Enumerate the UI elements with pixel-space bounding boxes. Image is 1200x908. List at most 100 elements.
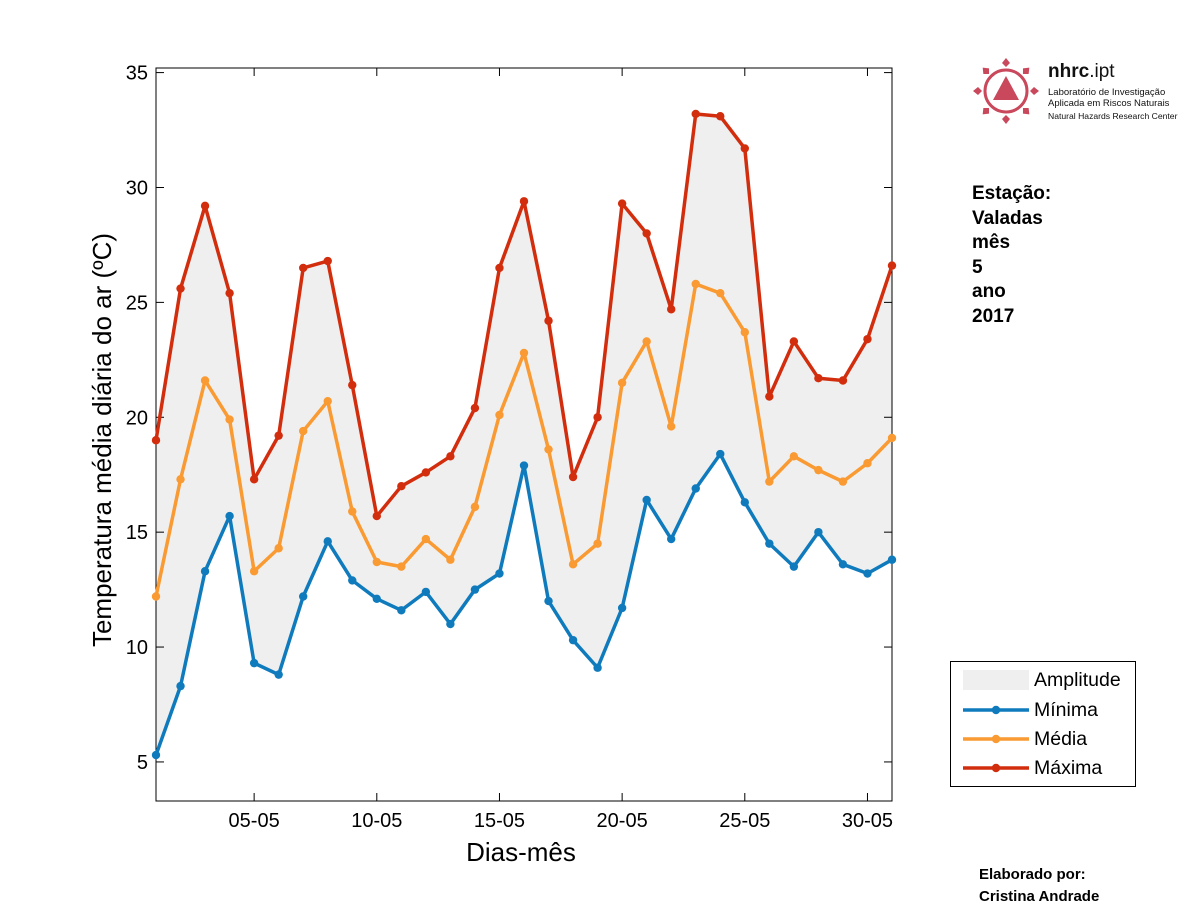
credit-line-1: Elaborado por: [979, 866, 1086, 883]
station-name: Valadas [972, 207, 1043, 229]
point-media [200, 376, 210, 385]
point-media [716, 288, 725, 298]
nhrc-logo: nhrc.ipt Laboratório de Investigação Apl… [973, 58, 1193, 128]
station-label: Estação: [972, 183, 1052, 204]
y-tick-label: 15 [126, 522, 148, 544]
point-media [814, 465, 823, 475]
point-minima [421, 587, 431, 597]
logo-ray [1002, 115, 1010, 124]
point-minima [397, 606, 406, 615]
logo-name: nhrc.ipt [1048, 61, 1115, 82]
year-label: ano [972, 281, 1006, 302]
point-minima [274, 670, 283, 679]
point-maxima [397, 482, 406, 491]
point-media [274, 544, 283, 553]
point-minima [593, 663, 602, 672]
point-maxima [176, 284, 185, 293]
point-minima [740, 498, 749, 507]
logo-ray [1030, 87, 1039, 95]
month-label: mês [972, 232, 1011, 253]
point-minima [642, 495, 651, 505]
point-maxima [765, 392, 774, 401]
legend-item-media: Média [951, 724, 1135, 753]
y-tick-label: 30 [126, 177, 148, 199]
point-minima [544, 596, 553, 606]
point-media [176, 475, 185, 484]
point-maxima [568, 472, 578, 482]
point-minima [519, 461, 529, 470]
point-maxima [446, 452, 455, 461]
x-axis-label: Dias-mês [466, 837, 576, 867]
point-maxima [642, 229, 651, 238]
point-maxima [667, 305, 676, 314]
point-minima [299, 592, 308, 601]
point-media [740, 328, 749, 337]
point-media [887, 433, 897, 443]
point-media [863, 459, 872, 468]
logo-line-1: Laboratório de Investigação [1048, 87, 1166, 98]
point-maxima [372, 511, 381, 521]
point-media [617, 378, 627, 387]
point-media [765, 477, 774, 486]
point-maxima [544, 316, 553, 325]
point-maxima [716, 112, 725, 121]
point-maxima [225, 288, 234, 298]
point-maxima [863, 334, 872, 344]
point-media [421, 534, 431, 544]
point-maxima [740, 144, 749, 153]
point-media [691, 279, 700, 289]
series-media [151, 279, 897, 601]
y-tick-label: 10 [126, 637, 148, 659]
point-media [667, 422, 676, 431]
point-minima [568, 635, 578, 645]
point-minima [249, 658, 259, 668]
amplitude-band [156, 113, 892, 756]
y-tick-label: 5 [137, 752, 148, 774]
point-minima [789, 562, 799, 571]
logo-ray [1002, 58, 1010, 67]
point-minima [667, 534, 676, 544]
point-media [495, 410, 504, 420]
logo-ray [1022, 107, 1030, 115]
point-maxima [249, 475, 259, 484]
point-minima [814, 527, 823, 537]
point-maxima [593, 413, 602, 422]
y-axis-label: Temperatura média diária do ar (ºC) [87, 233, 117, 647]
legend-swatch-amplitude [963, 670, 1029, 690]
point-media [446, 555, 455, 564]
point-maxima [617, 199, 627, 208]
logo-ray [973, 87, 982, 95]
point-media [789, 452, 799, 461]
point-minima [348, 576, 357, 585]
x-tick-label: 05-05 [229, 810, 280, 832]
point-media [519, 348, 529, 358]
credit-line-2: Cristina Andrade [979, 888, 1100, 905]
legend-label-maxima: Máxima [1034, 757, 1103, 779]
point-minima [716, 449, 725, 459]
logo-ray [982, 107, 990, 115]
point-media [151, 592, 161, 601]
legend-item-amplitude: Amplitude [951, 665, 1135, 694]
point-media [593, 539, 602, 548]
nhrc-sunburst-triangle-icon [973, 58, 1039, 124]
y-tick-label: 20 [126, 407, 148, 429]
point-media [642, 337, 651, 346]
x-tick-label: 20-05 [597, 810, 648, 832]
x-tick-label: 15-05 [474, 810, 525, 832]
y-axis: 5 10 15 20 25 30 35 [126, 63, 892, 774]
station-info: Estação: Valadas mês 5 ano 2017 [972, 182, 1051, 329]
point-maxima [887, 261, 897, 270]
legend-swatch-media [963, 734, 1029, 744]
legend-label-minima: Mínima [1034, 699, 1098, 721]
point-minima [691, 484, 700, 493]
legend-item-maxima: Máxima [951, 753, 1135, 782]
point-media [568, 560, 578, 569]
month-value: 5 [972, 256, 983, 278]
point-minima [372, 594, 381, 603]
point-minima [838, 560, 848, 569]
series-maxima [151, 109, 897, 521]
legend-label-media: Média [1034, 728, 1088, 750]
point-minima [323, 537, 332, 546]
point-maxima [323, 256, 332, 266]
point-media [544, 445, 553, 454]
